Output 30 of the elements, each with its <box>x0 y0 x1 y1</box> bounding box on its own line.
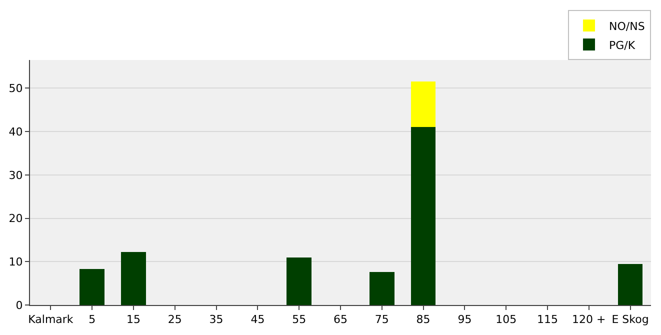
y-tick-label: 40 <box>8 125 23 138</box>
bar <box>410 126 436 305</box>
x-tick-label: 115 <box>537 313 558 326</box>
y-tick-label: 20 <box>8 212 23 226</box>
x-tick-label: 5 <box>88 313 96 326</box>
bar <box>121 252 146 305</box>
x-tick-label: 65 <box>334 313 348 326</box>
x-tick-label: 35 <box>209 313 224 326</box>
x-tick-label: 95 <box>458 313 472 326</box>
bar <box>618 264 643 305</box>
x-tick-label: 105 <box>496 313 517 326</box>
x-tick-label: 15 <box>126 313 140 326</box>
y-tick-label: 50 <box>8 82 23 96</box>
y-tick-label: 0 <box>16 298 23 312</box>
y-tick-label: 30 <box>8 168 23 182</box>
x-tick-label: 55 <box>292 313 306 326</box>
bar <box>369 272 394 305</box>
bar <box>286 258 312 305</box>
legend-label: NO/NS <box>609 20 645 33</box>
bar <box>410 82 436 127</box>
x-tick-label: 85 <box>416 313 430 326</box>
y-tick-label: 10 <box>8 255 23 268</box>
bar <box>80 269 105 305</box>
x-tick-label: 120 + <box>572 313 606 326</box>
x-tick-label: 75 <box>374 313 389 326</box>
x-tick-label: Kalmark <box>28 313 74 326</box>
x-tick-label: E Skog <box>612 313 649 326</box>
legend-label: PG/K <box>609 38 636 52</box>
x-tick-label: 45 <box>250 313 265 326</box>
x-tick-label: 25 <box>168 313 182 326</box>
